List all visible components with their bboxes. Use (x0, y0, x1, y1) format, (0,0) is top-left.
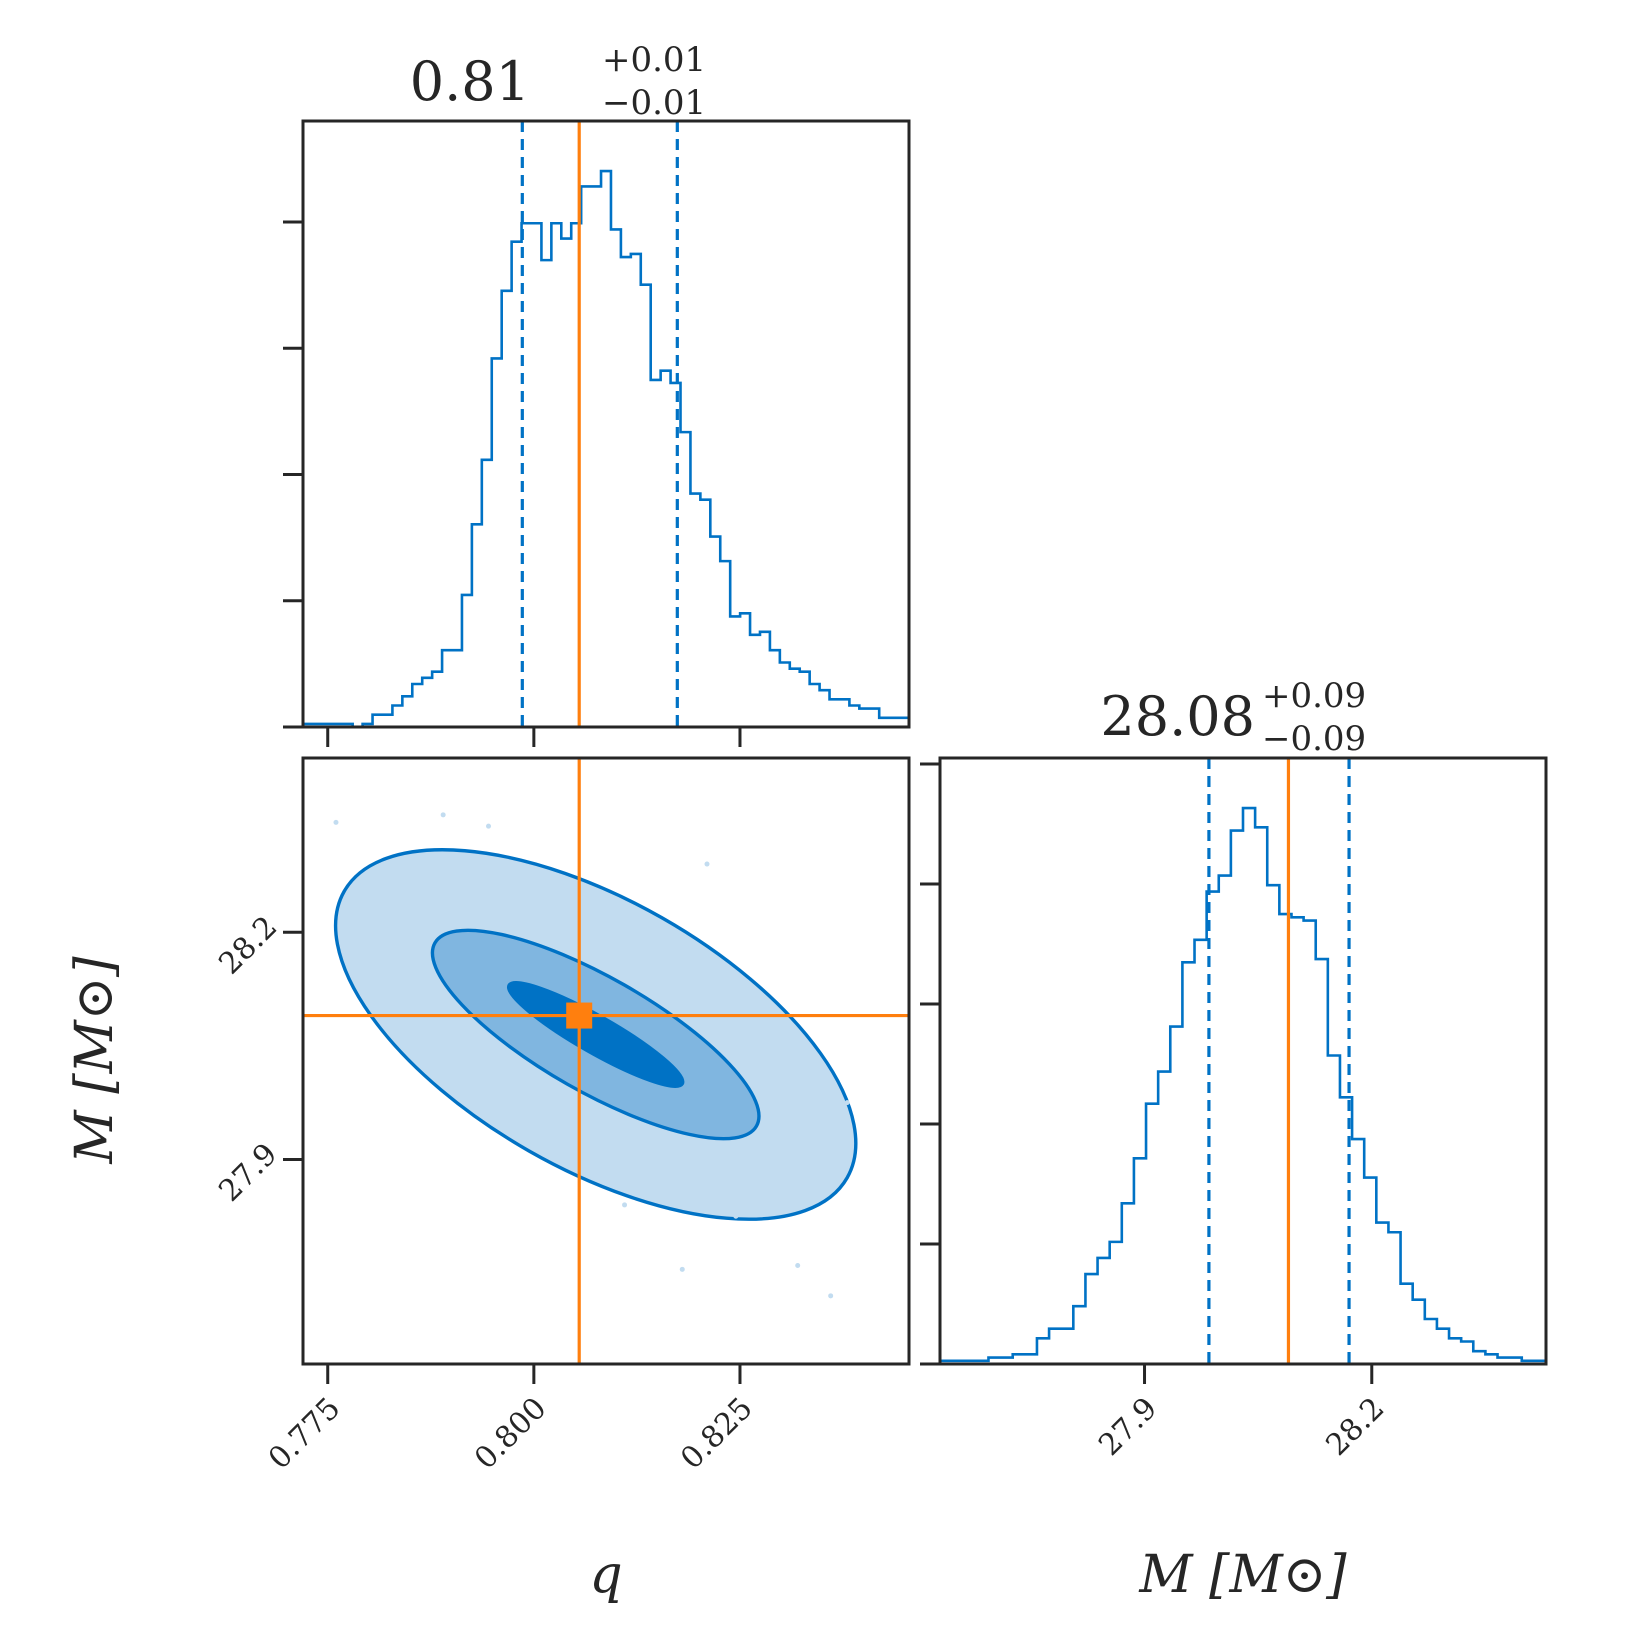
hist-q-panel: 0.81 +0.01 −0.01 (283, 40, 911, 747)
hist-M-title-main: 28.08 (1100, 685, 1255, 748)
hist-M-histogram-steps (940, 806, 1546, 1364)
hist-M-xtick-label: 28.2 (1319, 1391, 1391, 1463)
joint-sample-point (440, 812, 446, 818)
joint-sample-point (354, 914, 360, 920)
hist-M-title-plus: +0.09 (1262, 676, 1366, 716)
joint-sample-point (622, 1202, 628, 1208)
joint-sample-point (828, 1293, 834, 1299)
y-axis-label-M: M [M⊙] (65, 956, 125, 1165)
joint-sample-point (370, 952, 376, 958)
joint-sample-point (844, 1100, 850, 1106)
hist-q-title-plus: +0.01 (602, 40, 706, 80)
hist-M-xtick-label: 27.9 (1092, 1391, 1164, 1463)
hist-M-title-minus: −0.09 (1262, 719, 1366, 759)
joint-sample-point (333, 819, 339, 825)
joint-frame (301, 756, 911, 1366)
joint-ytick-label: 27.9 (212, 1137, 284, 1209)
x-axis-label-M: M [M⊙] (1138, 1545, 1347, 1605)
joint-xtick-label: 0.775 (262, 1391, 347, 1476)
hist-M-panel: 27.9 28.2 28.08 +0.09 −0.09 M [M⊙] (920, 676, 1548, 1605)
joint-contour-1-sigma (506, 981, 685, 1088)
hist-q-frame (301, 119, 911, 729)
hist-q-title-main: 0.81 (410, 50, 530, 113)
joint-sample-point (486, 823, 492, 829)
hist-q-title-minus: −0.01 (602, 83, 706, 123)
joint-sample-point (704, 861, 710, 867)
joint-sample-point (795, 1263, 801, 1269)
joint-sample-point (399, 1043, 405, 1049)
hist-M-frame (938, 756, 1548, 1366)
joint-xtick-label: 0.825 (674, 1391, 759, 1476)
hist-q-histogram-steps (303, 169, 909, 727)
joint-ytick-label: 28.2 (212, 910, 284, 982)
joint-sample-point (733, 1213, 739, 1219)
joint-xtick-label: 0.800 (468, 1391, 553, 1476)
joint-panel: 0.775 0.800 0.825 27.9 28.2 q M [M⊙] (65, 756, 911, 1605)
joint-truth-marker (566, 1002, 593, 1029)
x-axis-label-q: q (589, 1545, 622, 1605)
joint-sample-point (679, 1266, 685, 1272)
